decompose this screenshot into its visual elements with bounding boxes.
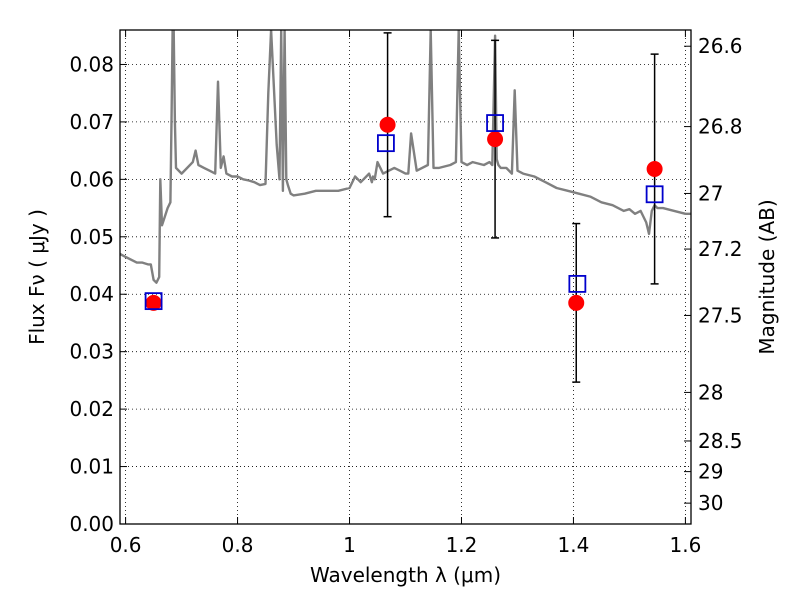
model-photometry-square bbox=[377, 134, 395, 153]
right-tick-label: 29 bbox=[698, 460, 723, 484]
right-axis-label: Magnitude (AB) bbox=[755, 199, 779, 354]
x-tick-label: 1.4 bbox=[558, 533, 590, 557]
y-tick-label: 0.07 bbox=[69, 110, 114, 134]
y-tick-label: 0.03 bbox=[69, 340, 114, 364]
observed-point bbox=[487, 131, 504, 148]
y-tick-label: 0.00 bbox=[69, 512, 114, 536]
y-axis-label: Flux Fν ( μJy ) bbox=[25, 209, 49, 345]
observed-point bbox=[568, 294, 585, 311]
right-tick-label: 28.5 bbox=[698, 429, 743, 453]
observed-point bbox=[379, 116, 396, 133]
plot-area bbox=[120, 30, 691, 383]
model-photometry-square bbox=[486, 114, 504, 132]
x-tick-label: 1.6 bbox=[669, 533, 701, 557]
ticks: 0.6 0.8 1 1.2 1.4 1.6 0.00 0.01 0.02 0.03 0.04 0.05… bbox=[69, 30, 743, 557]
right-tick-label: 30 bbox=[698, 491, 723, 515]
model-photometry-square bbox=[645, 185, 664, 204]
x-axis-label: Wavelength λ (μm) bbox=[310, 563, 501, 587]
y-tick-label: 0.01 bbox=[69, 455, 114, 479]
right-tick-label: 26.6 bbox=[698, 34, 743, 58]
y-tick-label: 0.04 bbox=[69, 282, 114, 306]
y-tick-label: 0.02 bbox=[69, 397, 114, 421]
observed-point bbox=[646, 161, 663, 178]
model-photometry-square bbox=[144, 292, 163, 311]
y-tick-label: 0.06 bbox=[69, 167, 114, 191]
x-tick-label: 0.6 bbox=[110, 533, 142, 557]
right-tick-label: 27 bbox=[698, 181, 723, 205]
right-tick-label: 27.5 bbox=[698, 303, 743, 327]
right-tick-label: 27.2 bbox=[698, 237, 743, 261]
y-tick-label: 0.05 bbox=[69, 225, 114, 249]
x-tick-label: 0.8 bbox=[222, 533, 254, 557]
axes-frame bbox=[119, 29, 692, 525]
model-photometry-square bbox=[568, 274, 587, 293]
right-tick-label: 26.8 bbox=[698, 115, 743, 139]
model-spectrum-line bbox=[120, 30, 691, 284]
y-tick-label: 0.08 bbox=[69, 52, 114, 76]
x-tick-label: 1.2 bbox=[446, 533, 478, 557]
x-tick-label: 1 bbox=[343, 533, 356, 557]
right-tick-label: 28 bbox=[698, 380, 723, 404]
observed-point bbox=[145, 294, 162, 311]
